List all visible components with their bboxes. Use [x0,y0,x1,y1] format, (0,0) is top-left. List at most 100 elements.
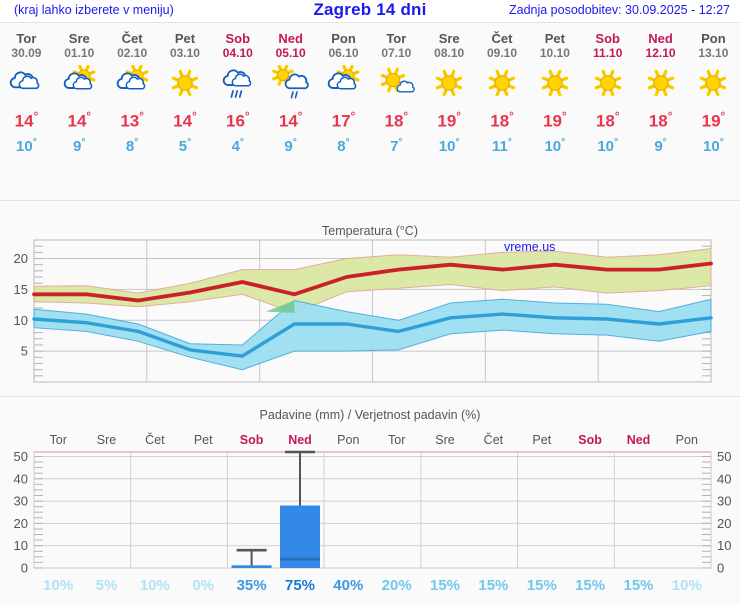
day-min-temp: 8° [337,136,350,155]
day-date: 01.10 [64,46,95,60]
svg-text:20: 20 [14,251,28,266]
svg-text:5%: 5% [96,577,118,594]
svg-text:15%: 15% [575,577,605,594]
svg-text:15%: 15% [527,577,557,594]
svg-text:Pon: Pon [337,433,359,447]
day-min-temp: 10° [16,136,37,155]
day-date: 07.10 [381,46,412,60]
temperature-chart-svg: 5 10 15 20 [14,239,713,383]
day-date: 04.10 [222,46,253,60]
partly-sunny-icon [55,65,103,101]
sunny-icon [161,65,209,101]
day-column: Tor 30.09 14° 10° [0,24,53,158]
svg-text:15: 15 [14,282,28,297]
page-title: Zagreb 14 dni [313,0,427,19]
day-max-temp: 18° [490,111,514,131]
day-max-temp: 14° [278,111,303,131]
day-date: 10.10 [539,46,570,60]
day-date: 05.10 [275,46,306,60]
sunny-icon [478,65,526,101]
svg-text:10: 10 [14,538,28,553]
daystrip-divider [0,200,740,201]
svg-text:10: 10 [717,538,731,553]
temperature-chart-divider [0,396,740,397]
svg-text:Tor: Tor [50,433,67,447]
day-max-temp: 14° [67,111,92,131]
day-min-temp: 4° [231,136,244,155]
watermark-label: vreme.us [504,240,556,254]
day-column: Sob 11.10 18° 10° [581,24,634,158]
day-max-temp: 17° [331,111,356,131]
day-name: Pon [331,31,356,46]
day-column: Pon 06.10 17° 8° [317,24,370,158]
svg-text:Tor: Tor [388,433,405,447]
day-name: Pon [701,31,726,46]
day-column: Sre 08.10 19° 10° [423,24,476,158]
day-column: Pon 13.10 19° 10° [687,24,740,158]
cloudy-icon [2,65,50,101]
sun-rain-icon [267,65,315,101]
svg-text:Sre: Sre [97,433,117,447]
sunny-icon [584,65,632,101]
svg-text:Čet: Čet [145,432,165,447]
svg-text:5: 5 [21,344,28,359]
day-min-temp: 10° [597,136,619,155]
day-name: Sob [225,31,251,46]
day-date: 02.10 [117,46,148,60]
header-divider [0,22,740,23]
day-min-temp: 5° [178,136,192,155]
day-column: Čet 09.10 18° 11° [476,24,529,158]
day-name: Čet [491,31,513,46]
svg-text:Ned: Ned [288,433,312,447]
day-date: 30.09 [11,46,42,60]
svg-text:30: 30 [14,494,28,509]
sunny-icon [425,65,473,101]
day-column: Pet 03.10 14° 5° [159,24,212,158]
sunny-icon [689,65,737,101]
svg-text:Sre: Sre [435,433,455,447]
svg-text:50: 50 [14,449,28,464]
day-column: Čet 02.10 13° 8° [106,24,159,158]
svg-text:10: 10 [14,313,28,328]
day-max-temp: 14° [14,111,39,131]
day-name: Ned [278,31,303,46]
day-max-temp: 19° [437,111,461,131]
day-name: Tor [16,31,37,46]
partly-sunny-icon [108,65,156,101]
day-date: 12.10 [645,46,676,60]
day-max-temp: 18° [595,111,620,131]
day-date: 08.10 [434,46,465,60]
day-date: 09.10 [487,46,518,60]
day-max-temp: 16° [226,111,250,131]
day-name: Sre [438,31,460,46]
svg-text:10%: 10% [140,577,170,594]
day-name: Sob [595,31,620,46]
svg-text:75%: 75% [285,577,315,594]
partly-sunny-icon [319,65,367,101]
day-min-temp: 9° [73,136,86,155]
temperature-chart-title: Temperatura (°C) [322,224,418,238]
svg-text:Pon: Pon [676,433,698,447]
day-name: Pet [174,31,196,46]
rain-icon [214,65,262,101]
svg-text:20%: 20% [382,577,412,594]
day-column: Ned 05.10 14° 9° [264,24,317,158]
svg-text:Pet: Pet [194,433,213,447]
sunny-cloud-icon [372,65,420,101]
day-column: Tor 07.10 18° 7° [370,24,423,158]
day-max-temp: 18° [648,111,673,131]
svg-text:50: 50 [717,449,731,464]
day-column: Pet 10.10 19° 10° [528,24,581,158]
svg-text:0: 0 [21,561,28,576]
svg-text:20: 20 [14,516,28,531]
svg-text:Čet: Čet [484,432,504,447]
svg-text:15%: 15% [430,577,460,594]
day-max-temp: 13° [120,111,144,131]
day-min-temp: 10° [438,136,460,155]
sunny-icon [531,65,579,101]
svg-text:Pet: Pet [532,433,551,447]
svg-text:Sob: Sob [240,433,264,447]
day-date: 11.10 [593,46,623,60]
day-min-temp: 9° [284,136,297,155]
svg-text:40: 40 [717,471,731,486]
